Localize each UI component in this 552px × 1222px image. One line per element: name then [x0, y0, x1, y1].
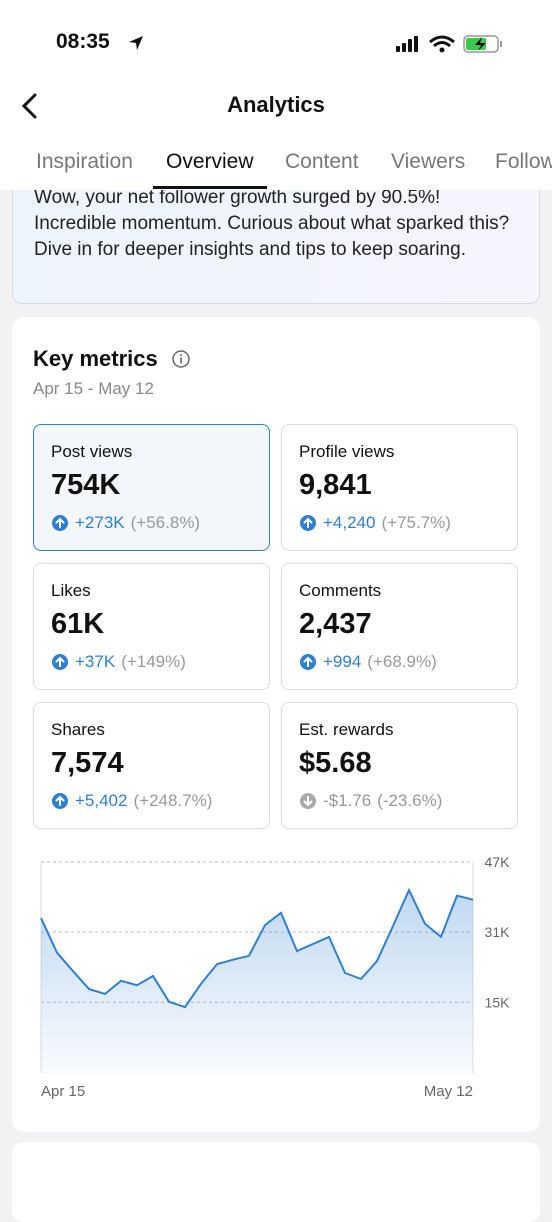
change-percent: (+75.7%) — [381, 513, 451, 532]
metric-change: -$1.76 (-23.6%) — [299, 791, 442, 811]
metric-tile[interactable]: Profile views 9,841 +4,240 (+75.7%) — [281, 424, 518, 551]
chart: 15K 31K 47K Apr 15 May 12 — [40, 854, 511, 1100]
top-bar: 08:35 Analytics Inspiration Overview Conte… — [0, 0, 552, 190]
date-range: Apr 15 - May 12 — [33, 379, 154, 398]
x-tick-label: May 12 — [424, 1083, 473, 1100]
metric-value: $5.68 — [299, 747, 372, 779]
change-value: +5,402 — [75, 791, 128, 810]
metric-value: 754K — [51, 469, 121, 501]
line — [40, 887, 474, 1009]
trend-icon — [52, 515, 68, 531]
status-time: 08:35 — [56, 30, 110, 53]
insight-banner: Wow, your net follower growth surged by … — [12, 150, 540, 304]
location-icon — [129, 36, 143, 50]
metric-label: Comments — [299, 581, 382, 600]
metric-label: Likes — [51, 581, 91, 600]
change-percent: (+248.7%) — [133, 791, 213, 810]
change-percent: (-23.6%) — [377, 791, 443, 810]
change-percent: (+56.8%) — [130, 513, 201, 532]
back-button[interactable] — [18, 92, 42, 120]
change-value: -$1.76 — [323, 791, 372, 810]
metric-change: +5,402 (+248.7%) — [51, 791, 212, 811]
page-title: Analytics — [227, 92, 325, 117]
metric-label: Est. rewards — [299, 720, 394, 739]
tab-bar: Inspiration Overview Content Viewers Followe… — [0, 140, 552, 190]
change-value: +994 — [323, 652, 362, 671]
section-title: Key metrics — [33, 346, 158, 371]
y-tick-label: 15K — [485, 994, 511, 1010]
next-card — [12, 1142, 540, 1222]
change-value: +4,240 — [323, 513, 376, 532]
trend-icon — [300, 793, 316, 809]
tab[interactable]: Overview — [153, 150, 267, 189]
metric-change: +37K (+149%) — [51, 652, 186, 672]
metric-tile[interactable]: Post views 754K +273K (+56.8%) — [33, 424, 270, 551]
info-icon[interactable] — [171, 349, 191, 369]
change-value: +273K — [75, 513, 125, 532]
metric-label: Profile views — [299, 442, 395, 461]
tab[interactable]: Inspiration — [36, 150, 133, 173]
change-percent: (+149%) — [121, 652, 186, 671]
trend-icon — [52, 793, 68, 809]
metric-change: +994 (+68.9%) — [299, 652, 437, 672]
trend-icon — [300, 515, 316, 531]
metric-label: Post views — [51, 442, 133, 461]
change-percent: (+68.9%) — [367, 652, 437, 671]
metric-value: 9,841 — [299, 469, 372, 501]
banner-text: Wow, your net follower growth surged by … — [34, 187, 510, 260]
metric-tile[interactable]: Comments 2,437 +994 (+68.9%) — [281, 563, 518, 690]
metrics-card: Key metrics Apr 15 - May 12 Post views 75… — [12, 317, 540, 1132]
change-value: +37K — [75, 652, 116, 671]
tab[interactable]: Viewers — [391, 150, 466, 173]
metric-value: 61K — [51, 608, 105, 640]
tab[interactable]: Followers — [495, 150, 552, 173]
y-tick-label: 31K — [485, 924, 511, 940]
trend-icon — [300, 654, 316, 670]
metric-value: 2,437 — [299, 608, 372, 640]
metric-label: Shares — [51, 720, 105, 739]
status-icons — [396, 35, 502, 53]
y-tick-label: 47K — [485, 854, 511, 870]
metric-tile[interactable]: Est. rewards $5.68 -$1.76 (-23.6%) — [281, 702, 518, 829]
trend-icon — [52, 654, 68, 670]
metric-change: +4,240 (+75.7%) — [299, 513, 451, 533]
tab-underline — [153, 186, 267, 189]
area — [41, 890, 473, 1073]
metric-change: +273K (+56.8%) — [51, 513, 200, 533]
metric-tile[interactable]: Shares 7,574 +5,402 (+248.7%) — [33, 702, 270, 829]
metric-value: 7,574 — [51, 747, 124, 779]
tab[interactable]: Content — [285, 150, 359, 173]
x-tick-label: Apr 15 — [41, 1083, 85, 1100]
metric-tile[interactable]: Likes 61K +37K (+149%) — [33, 563, 270, 690]
